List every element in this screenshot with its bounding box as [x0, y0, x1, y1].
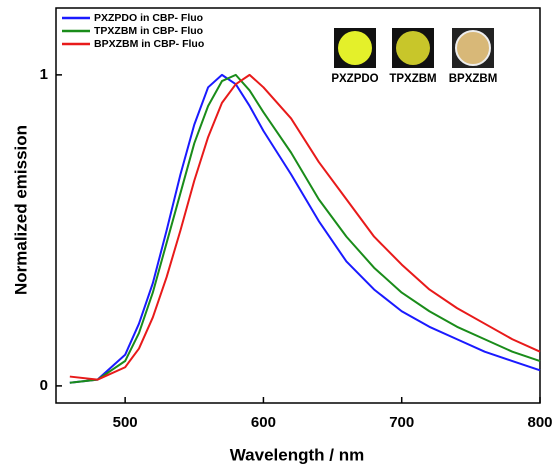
- y-axis-label: Normalized emission: [11, 125, 30, 295]
- plot-frame: [55, 7, 541, 404]
- photo: [338, 31, 372, 65]
- x-tick-label: 500: [113, 414, 138, 431]
- x-tick-label: 600: [251, 414, 276, 431]
- series-line: [69, 73, 541, 384]
- photo-label: BPXZBM: [449, 73, 498, 85]
- x-axis-label: Wavelength / nm: [230, 445, 364, 464]
- x-tick-label: 700: [389, 414, 414, 431]
- photo-label: TPXZBM: [389, 73, 436, 85]
- series-line: [69, 73, 541, 384]
- series-line: [69, 73, 541, 381]
- legend-label: BPXZBM in CBP- Fluo: [94, 38, 204, 50]
- photo: [396, 31, 430, 65]
- y-tick-label: 1: [40, 66, 48, 83]
- legend-label: PXZPDO in CBP- Fluo: [94, 12, 203, 24]
- x-tick-label: 800: [527, 414, 552, 431]
- photo-label: PXZPDO: [331, 73, 378, 85]
- photo: [455, 30, 491, 66]
- legend-label: TPXZBM in CBP- Fluo: [94, 25, 203, 37]
- photos: [334, 28, 494, 68]
- y-tick-label: 0: [40, 377, 48, 394]
